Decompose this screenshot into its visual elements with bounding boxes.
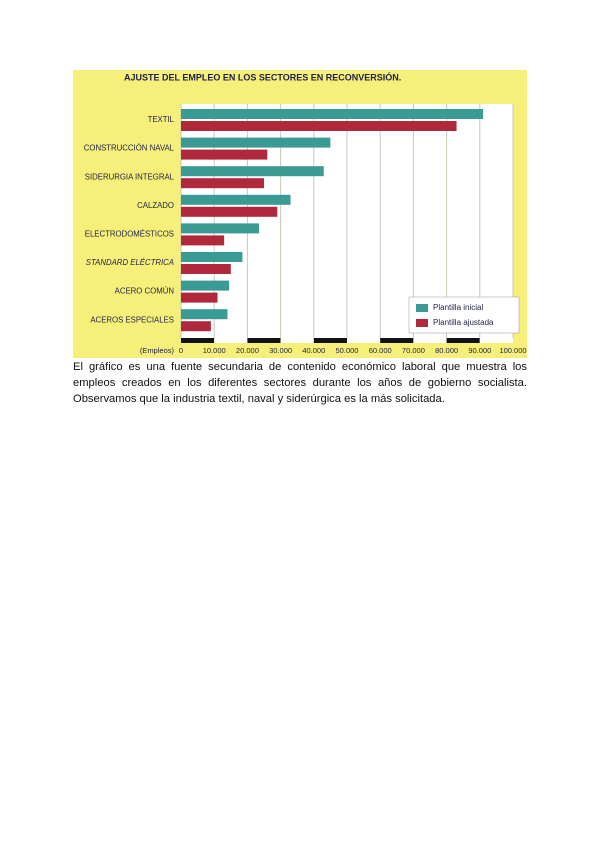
axis-scale-band xyxy=(413,338,447,343)
bar xyxy=(181,121,457,131)
axis-scale-band xyxy=(479,338,513,343)
axis-scale-band xyxy=(380,338,414,343)
bar xyxy=(181,109,484,119)
bar xyxy=(181,292,218,303)
x-tick-label: 90.000 xyxy=(468,346,491,355)
bar xyxy=(181,264,231,274)
legend-label: Plantilla inicial xyxy=(433,303,483,312)
y-tick-label: TEXTIL xyxy=(148,115,175,124)
axis-scale-band xyxy=(280,338,314,343)
chart: AJUSTE DEL EMPLEO EN LOS SECTORES EN REC… xyxy=(73,70,527,358)
axis-scale-band xyxy=(214,338,248,343)
x-tick-label: 0 xyxy=(179,346,183,355)
bar xyxy=(181,235,225,246)
y-tick-label: ACERO COMÚN xyxy=(115,287,174,296)
x-tick-label: 50.000 xyxy=(336,346,359,355)
x-tick-label: 20.000 xyxy=(236,346,259,355)
bar xyxy=(181,194,291,205)
bar xyxy=(181,321,211,332)
legend-label: Plantilla ajustada xyxy=(433,318,494,327)
bar xyxy=(181,280,230,291)
x-tick-label: 70.000 xyxy=(402,346,425,355)
y-tick-label: ACEROS ESPECIALES xyxy=(90,315,174,324)
paragraph: El gráfico es una fuente secundaria de c… xyxy=(73,361,527,405)
axis-scale-band xyxy=(181,338,215,343)
bar xyxy=(181,137,331,148)
bar xyxy=(181,223,260,234)
bar xyxy=(181,149,268,160)
axis-scale-band xyxy=(247,338,281,343)
x-axis-label: (Empleos) xyxy=(140,346,175,355)
x-tick-label: 60.000 xyxy=(369,346,392,355)
y-tick-label: STANDARD ELÉCTRICA xyxy=(86,258,174,267)
bar xyxy=(181,178,264,189)
y-tick-label: SIDERURGIA INTEGRAL xyxy=(85,172,175,181)
y-tick-label: ELECTRODOMÉSTICOS xyxy=(85,229,174,238)
bar xyxy=(181,166,324,177)
bar xyxy=(181,206,278,217)
bar xyxy=(181,309,228,320)
x-tick-label: 100.000 xyxy=(499,346,526,355)
legend-swatch xyxy=(416,319,428,327)
x-tick-label: 80.000 xyxy=(435,346,458,355)
bar xyxy=(181,252,243,262)
legend-swatch xyxy=(416,304,428,312)
axis-scale-band xyxy=(313,338,347,343)
chart-title: AJUSTE DEL EMPLEO EN LOS SECTORES EN REC… xyxy=(124,71,401,82)
axis-scale-band xyxy=(347,338,381,343)
x-tick-label: 40.000 xyxy=(302,346,325,355)
x-tick-label: 30.000 xyxy=(269,346,292,355)
x-tick-label: 10.000 xyxy=(203,346,226,355)
y-tick-label: CALZADO xyxy=(137,201,174,210)
y-tick-label: CONSTRUCCIÓN NAVAL xyxy=(84,144,175,153)
axis-scale-band xyxy=(446,338,480,343)
